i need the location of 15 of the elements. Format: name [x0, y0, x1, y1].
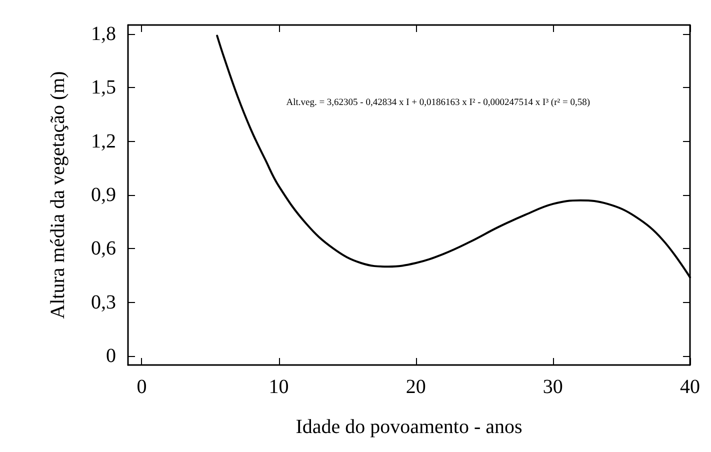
y-tick-label: 1,2 [91, 130, 116, 152]
annotation: Alt.veg. = 3,62305 - 0,42834 x I + 0,0186163 x I² - 0,000247514 x I³ (r² = 0,58) [286, 98, 590, 108]
x-tick-label: 30 [542, 376, 563, 398]
y-tick-label: 0,3 [91, 291, 116, 314]
x-tick-label: 10 [268, 376, 289, 398]
x-axis-title: Idade do povoamento - anos [296, 416, 523, 438]
y-tick-label: 1,5 [91, 76, 116, 99]
x-tick-label: 40 [680, 376, 700, 398]
x-tick-label: 20 [406, 376, 426, 398]
y-tick-label: 1,8 [91, 22, 116, 45]
y-tick-label: 0,9 [91, 184, 116, 206]
x-tick-label: 0 [136, 376, 147, 398]
y-axis-title: Altura média da vegetação (m) [47, 71, 69, 319]
y-tick-label: 0,6 [91, 238, 116, 260]
y-tick-label: 0 [106, 345, 116, 368]
